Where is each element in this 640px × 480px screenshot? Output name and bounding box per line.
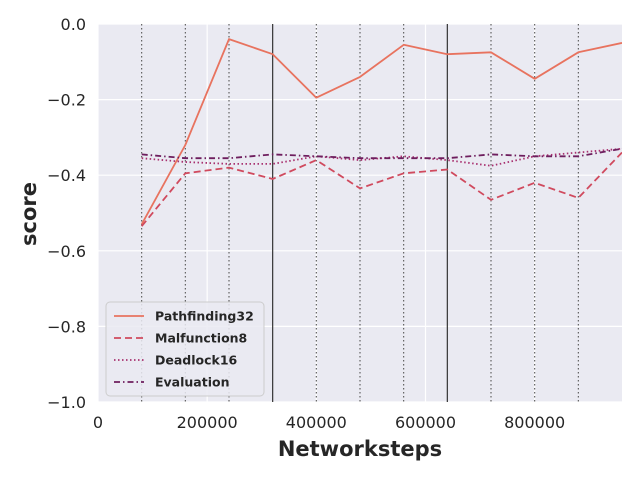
x-tick-label: 800000 xyxy=(504,413,565,432)
legend: Pathfinding32 Malfunction8 Deadlock16 Evalu… xyxy=(105,301,265,397)
tick-label-layer: 0.0 −0.2 −0.4 −0.6 −0.8 −1.0 0 200000 400000 6000… xyxy=(47,15,565,432)
legend-label-malfunction8: Malfunction8 xyxy=(155,331,247,346)
legend-label-pathfinding32: Pathfinding32 xyxy=(155,309,254,324)
legend-box xyxy=(105,301,265,397)
x-tick-label: 400000 xyxy=(286,413,347,432)
vertical-marker-layer xyxy=(141,24,579,402)
series-line-evaluation xyxy=(141,147,622,160)
y-tick-label: −0.8 xyxy=(47,317,86,336)
x-tick-label: 0 xyxy=(93,413,103,432)
y-tick-label: −0.6 xyxy=(47,242,86,261)
series-line-deadlock16 xyxy=(141,147,622,167)
y-tick-label: 0.0 xyxy=(61,15,86,34)
y-tick-label: −1.0 xyxy=(47,393,86,412)
legend-label-deadlock16: Deadlock16 xyxy=(155,353,238,368)
y-axis-title: score xyxy=(17,182,41,246)
series-line-pathfinding32 xyxy=(140,38,622,225)
x-tick-label: 200000 xyxy=(177,413,238,432)
series-layer xyxy=(140,38,622,227)
y-tick-label: −0.2 xyxy=(47,91,86,110)
legend-label-evaluation: Evaluation xyxy=(155,375,230,390)
series-line-malfunction8 xyxy=(141,151,622,227)
x-tick-label: 600000 xyxy=(395,413,456,432)
y-tick-label: −0.4 xyxy=(47,166,86,185)
x-axis-title: Networksteps xyxy=(278,437,442,461)
